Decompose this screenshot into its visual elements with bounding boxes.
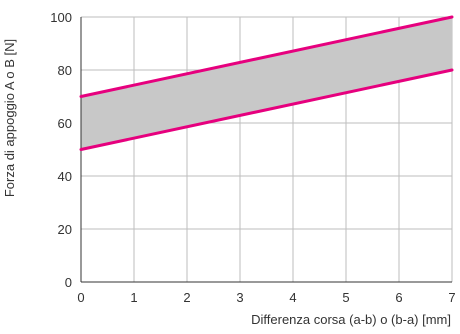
band-area	[81, 17, 452, 150]
band-fill	[81, 17, 452, 150]
y-tick-label-4: 80	[58, 63, 72, 78]
y-tick-label-0: 0	[65, 275, 72, 290]
x-tick-label-0: 0	[77, 290, 84, 305]
x-tick-label-2: 2	[183, 290, 190, 305]
x-tick-label-4: 4	[289, 290, 296, 305]
x-tick-label-3: 3	[236, 290, 243, 305]
y-tick-label-2: 40	[58, 169, 72, 184]
y-tick-label-1: 20	[58, 222, 72, 237]
x-tick-label-6: 6	[395, 290, 402, 305]
x-tick-label-7: 7	[448, 290, 455, 305]
x-axis-label: Differenza corsa (a-b) o (b-a) [mm]	[251, 312, 451, 327]
y-tick-label-5: 100	[50, 10, 72, 25]
x-tick-label-1: 1	[130, 290, 137, 305]
series-line-1	[79, 15, 454, 98]
x-tick-label-5: 5	[342, 290, 349, 305]
y-axis-label: Forza di appoggio A o B [N]	[2, 39, 17, 197]
tick-labels: 0 1 2 3 4 5 6 7 0 20 40 60 80 100	[50, 10, 455, 305]
y-tick-label-3: 60	[58, 116, 72, 131]
series-lines	[79, 15, 454, 151]
series-line-0	[79, 68, 454, 151]
